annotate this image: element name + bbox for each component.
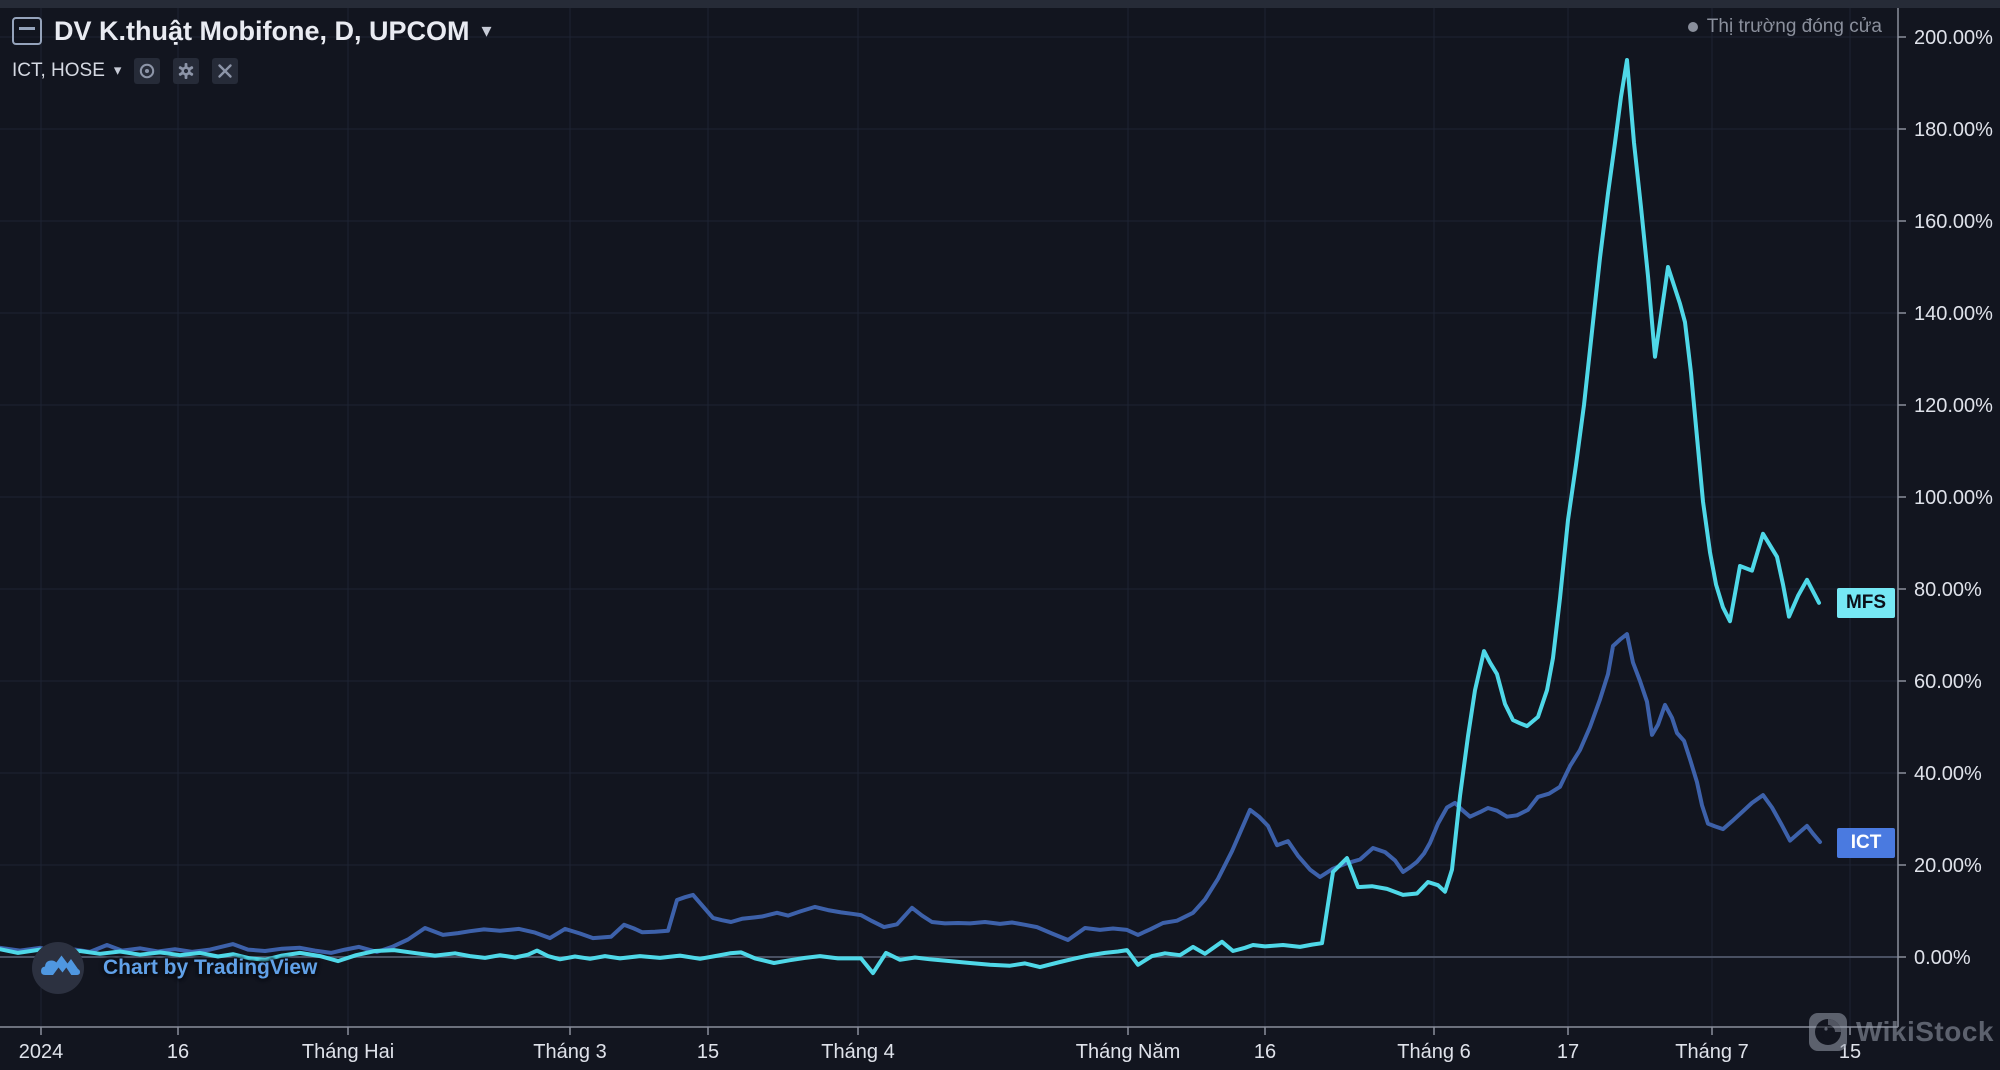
price-badge-ict[interactable]: ICT (1837, 827, 1895, 858)
main-series-title[interactable]: DV K.thuật Mobifone, D, UPCOM (54, 15, 470, 46)
chevron-down-icon[interactable]: ▾ (481, 20, 492, 42)
series-line-ict (0, 632, 1822, 955)
x-axis-label: 16 (1254, 1041, 1276, 1063)
wikistock-label: WikiStock (1855, 1016, 1994, 1047)
x-axis-label: Tháng 7 (1675, 1041, 1748, 1063)
tradingview-attribution[interactable]: Chart by TradingView (31, 941, 317, 995)
wikistock-logo-icon (1808, 1013, 1847, 1051)
y-axis-label: 140.00% (1914, 303, 1993, 325)
attribution-label[interactable]: Chart by TradingView (103, 956, 318, 979)
chevron-down-icon[interactable]: ▾ (113, 61, 122, 79)
x-axis-label: Tháng 4 (821, 1041, 894, 1063)
x-axis-label: 15 (697, 1041, 719, 1063)
y-axis-label: 120.00% (1914, 395, 1993, 417)
visibility-button[interactable] (134, 57, 161, 84)
y-axis-label: 60.00% (1914, 671, 1982, 693)
chart-legend: DV K.thuật Mobifone, D, UPCOM ▾ ICT, HOS… (12, 14, 492, 84)
y-axis-label: 80.00% (1914, 579, 1982, 601)
wikistock-watermark: WikiStock (1808, 1012, 1994, 1052)
close-button[interactable] (212, 57, 239, 84)
market-closed-dot-icon (1687, 22, 1698, 32)
y-axis-label: 180.00% (1914, 119, 1993, 141)
x-axis-label: Tháng 6 (1397, 1041, 1470, 1063)
series-line-mfs (0, 58, 1821, 976)
y-axis-label: 200.00% (1914, 27, 1993, 49)
tradingview-logo-icon (32, 942, 84, 994)
eye-icon (140, 63, 155, 78)
x-axis-label: 2024 (19, 1041, 64, 1063)
price-badge-mfs[interactable]: MFS (1837, 587, 1895, 618)
x-axis-label: 16 (167, 1041, 189, 1063)
x-axis-label: Tháng Hai (302, 1041, 394, 1063)
market-status-label: Thị trường đóng cửa (1706, 16, 1882, 37)
y-axis-label: 160.00% (1914, 211, 1993, 233)
gear-icon (179, 62, 194, 79)
compare-series-title[interactable]: ICT, HOSE (12, 59, 105, 81)
compare-series-row[interactable]: ICT, HOSE ▾ (12, 57, 492, 84)
pane-top-strip (0, 0, 2000, 8)
x-axis-label: Tháng Năm (1076, 1041, 1181, 1063)
y-axis-label: 40.00% (1914, 763, 1982, 785)
x-axis-label: 17 (1557, 1041, 1579, 1063)
y-axis-label: 0.00% (1914, 947, 1971, 969)
main-series-row[interactable]: DV K.thuật Mobifone, D, UPCOM ▾ (12, 14, 492, 48)
y-axis-label: 100.00% (1914, 487, 1993, 509)
series-toggle-icon[interactable] (12, 17, 42, 45)
x-axis-label: Tháng 3 (533, 1041, 606, 1063)
settings-button[interactable] (173, 57, 200, 84)
close-icon (218, 63, 233, 78)
y-axis-label: 20.00% (1914, 855, 1982, 877)
market-status: Thị trường đóng cửa (1687, 16, 1882, 38)
